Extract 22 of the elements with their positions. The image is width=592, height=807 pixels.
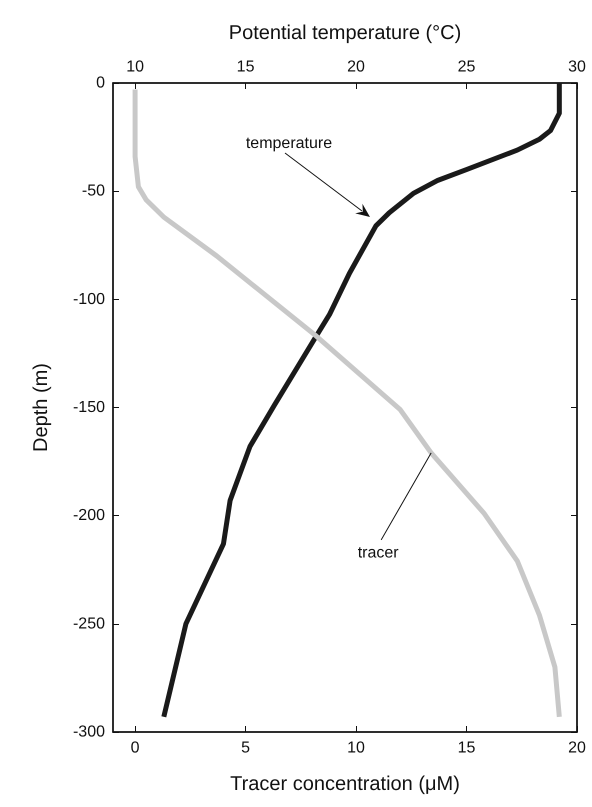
x-tick-label: 10 — [347, 740, 366, 756]
y-tick-label: -200 — [72, 507, 106, 524]
y-tick-label: -250 — [72, 615, 106, 632]
y-tick-label: 0 — [96, 74, 106, 92]
x2-tick-label: 15 — [236, 58, 255, 76]
x-tick-label: 20 — [568, 740, 586, 756]
annotation: temperature — [246, 135, 332, 152]
y-tick-label: -150 — [72, 399, 106, 416]
x2-tick-label: 30 — [568, 58, 586, 76]
annotation: tracer — [358, 544, 400, 562]
x-tick-label: 0 — [130, 740, 140, 756]
y-tick-label: -300 — [72, 724, 106, 740]
y-tick-label: -100 — [72, 290, 106, 308]
x-axis-title: Tracer concentration (μM) — [230, 773, 460, 795]
y-axis-title: Depth (m) — [30, 363, 52, 452]
x2-axis-title: Potential temperature (°C) — [228, 22, 462, 44]
x2-tick-label: 20 — [347, 58, 366, 76]
x2-tick-label: 25 — [458, 58, 476, 76]
x2-tick-label: 10 — [126, 58, 144, 76]
x-tick-label: 5 — [241, 740, 250, 756]
y-tick-label: -50 — [82, 182, 106, 200]
x-tick-label: 15 — [458, 740, 476, 756]
